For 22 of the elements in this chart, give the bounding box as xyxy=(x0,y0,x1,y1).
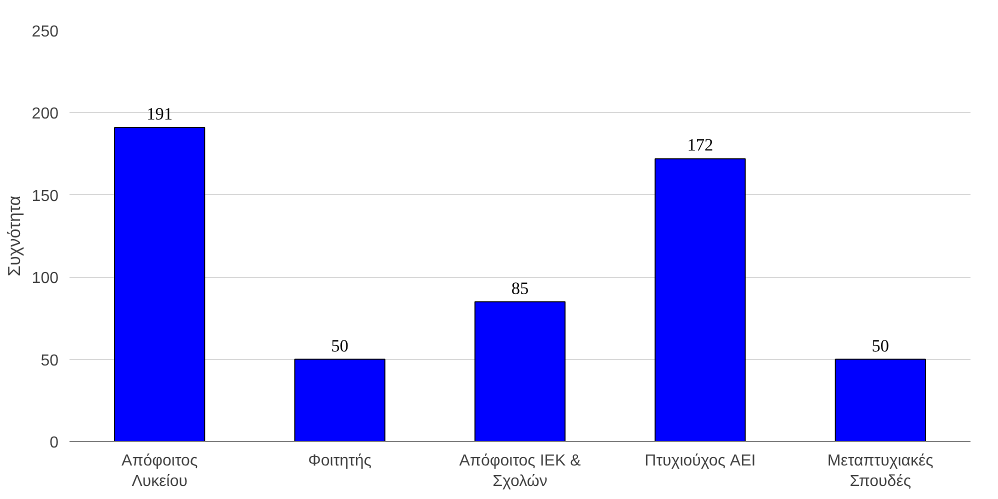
bar xyxy=(114,126,206,442)
y-tick-label: 100 xyxy=(32,270,59,288)
y-tick-label: 200 xyxy=(32,106,59,123)
y-axis-title: Συχνότητα xyxy=(4,196,24,276)
bar xyxy=(474,301,566,442)
y-tick-label: 0 xyxy=(50,434,59,452)
x-tick-label: Απόφοιτος IEK & Σχολών xyxy=(459,452,582,490)
bar xyxy=(294,358,386,442)
x-tick-label: Πτυχιούχος AEI xyxy=(644,452,756,470)
data-label: 85 xyxy=(511,278,529,298)
x-tick-label: Απόφοιτος Λυκείου xyxy=(122,452,198,490)
bar xyxy=(654,158,746,442)
y-tick-label: 250 xyxy=(32,24,59,40)
data-label: 50 xyxy=(331,336,348,356)
y-tick-label: 50 xyxy=(40,352,59,370)
data-label: 191 xyxy=(146,104,173,124)
y-tick-label: 150 xyxy=(32,188,59,205)
data-label: 172 xyxy=(687,136,714,155)
data-label: 50 xyxy=(872,336,890,356)
x-tick-label: Φοιτητής xyxy=(308,452,372,470)
x-tick-label: Μεταπτυχιακές Σπουδές xyxy=(827,452,934,490)
bar xyxy=(834,358,926,442)
